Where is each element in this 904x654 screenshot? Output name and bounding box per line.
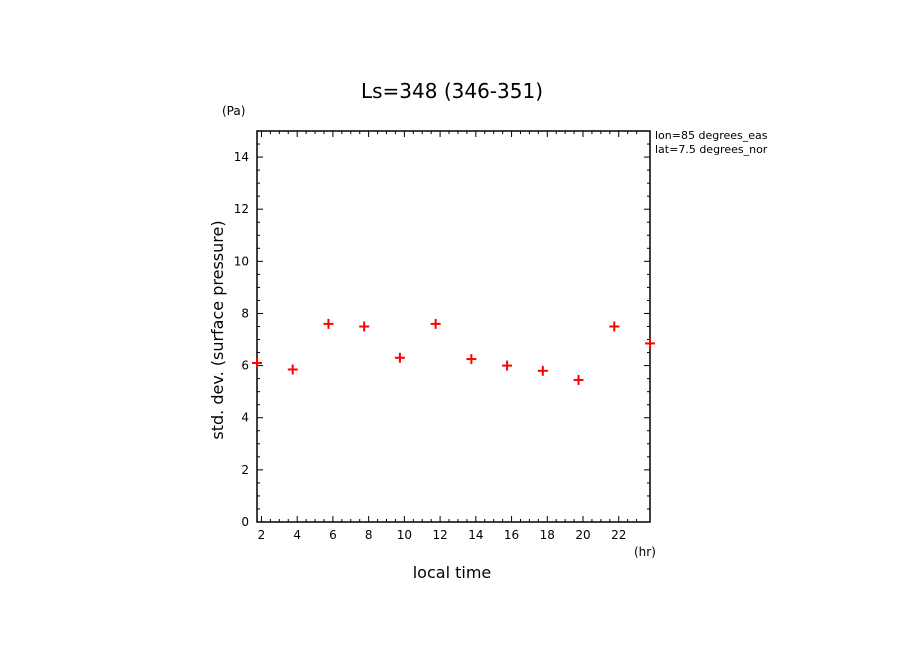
x-tick-label: 20	[575, 528, 590, 542]
data-point	[645, 338, 655, 349]
y-axis-label: std. dev. (surface pressure)	[208, 220, 227, 439]
y-tick-label: 0	[241, 515, 249, 529]
plot-frame	[256, 130, 651, 523]
y-axis-ticks: 0 2 4 6 8 10 12 14	[234, 130, 650, 529]
chart-title: Ls=348 (346-351)	[361, 79, 543, 103]
annotation-lat: lat=7.5 degrees_nor	[655, 143, 768, 156]
x-tick-label: 22	[611, 528, 626, 542]
data-point	[537, 365, 548, 376]
data-point	[359, 321, 370, 332]
x-tick-label: 4	[293, 528, 301, 542]
x-tick-label: 16	[504, 528, 519, 542]
x-tick-label: 14	[468, 528, 483, 542]
y-tick-label: 8	[241, 306, 249, 320]
y-tick-label: 4	[241, 411, 249, 425]
y-tick-label: 10	[234, 254, 249, 268]
data-point	[609, 321, 620, 332]
data-point	[323, 318, 334, 329]
data-points	[252, 318, 655, 385]
data-point	[573, 374, 584, 385]
x-tick-label: 6	[329, 528, 337, 542]
data-point	[252, 357, 262, 368]
x-tick-label: 12	[432, 528, 447, 542]
data-point	[502, 360, 513, 371]
x-axis-label: local time	[413, 563, 492, 582]
y-tick-label: 14	[234, 150, 249, 164]
data-point	[287, 364, 298, 375]
x-tick-label: 8	[365, 528, 373, 542]
data-point	[394, 352, 405, 363]
y-unit-label: (Pa)	[222, 104, 245, 118]
x-tick-label: 18	[540, 528, 555, 542]
x-tick-label: 10	[397, 528, 412, 542]
data-point	[430, 318, 441, 329]
y-tick-label: 2	[241, 463, 249, 477]
data-point	[466, 354, 477, 365]
y-tick-label: 12	[234, 202, 249, 216]
x-tick-label: 2	[258, 528, 266, 542]
y-tick-label: 6	[241, 359, 249, 373]
annotation-lon: lon=85 degrees_eas	[655, 129, 768, 142]
x-unit-label: (hr)	[634, 545, 656, 559]
x-axis-ticks: 2 4 6 8 10 12 14 16 18 20 22	[258, 131, 638, 542]
